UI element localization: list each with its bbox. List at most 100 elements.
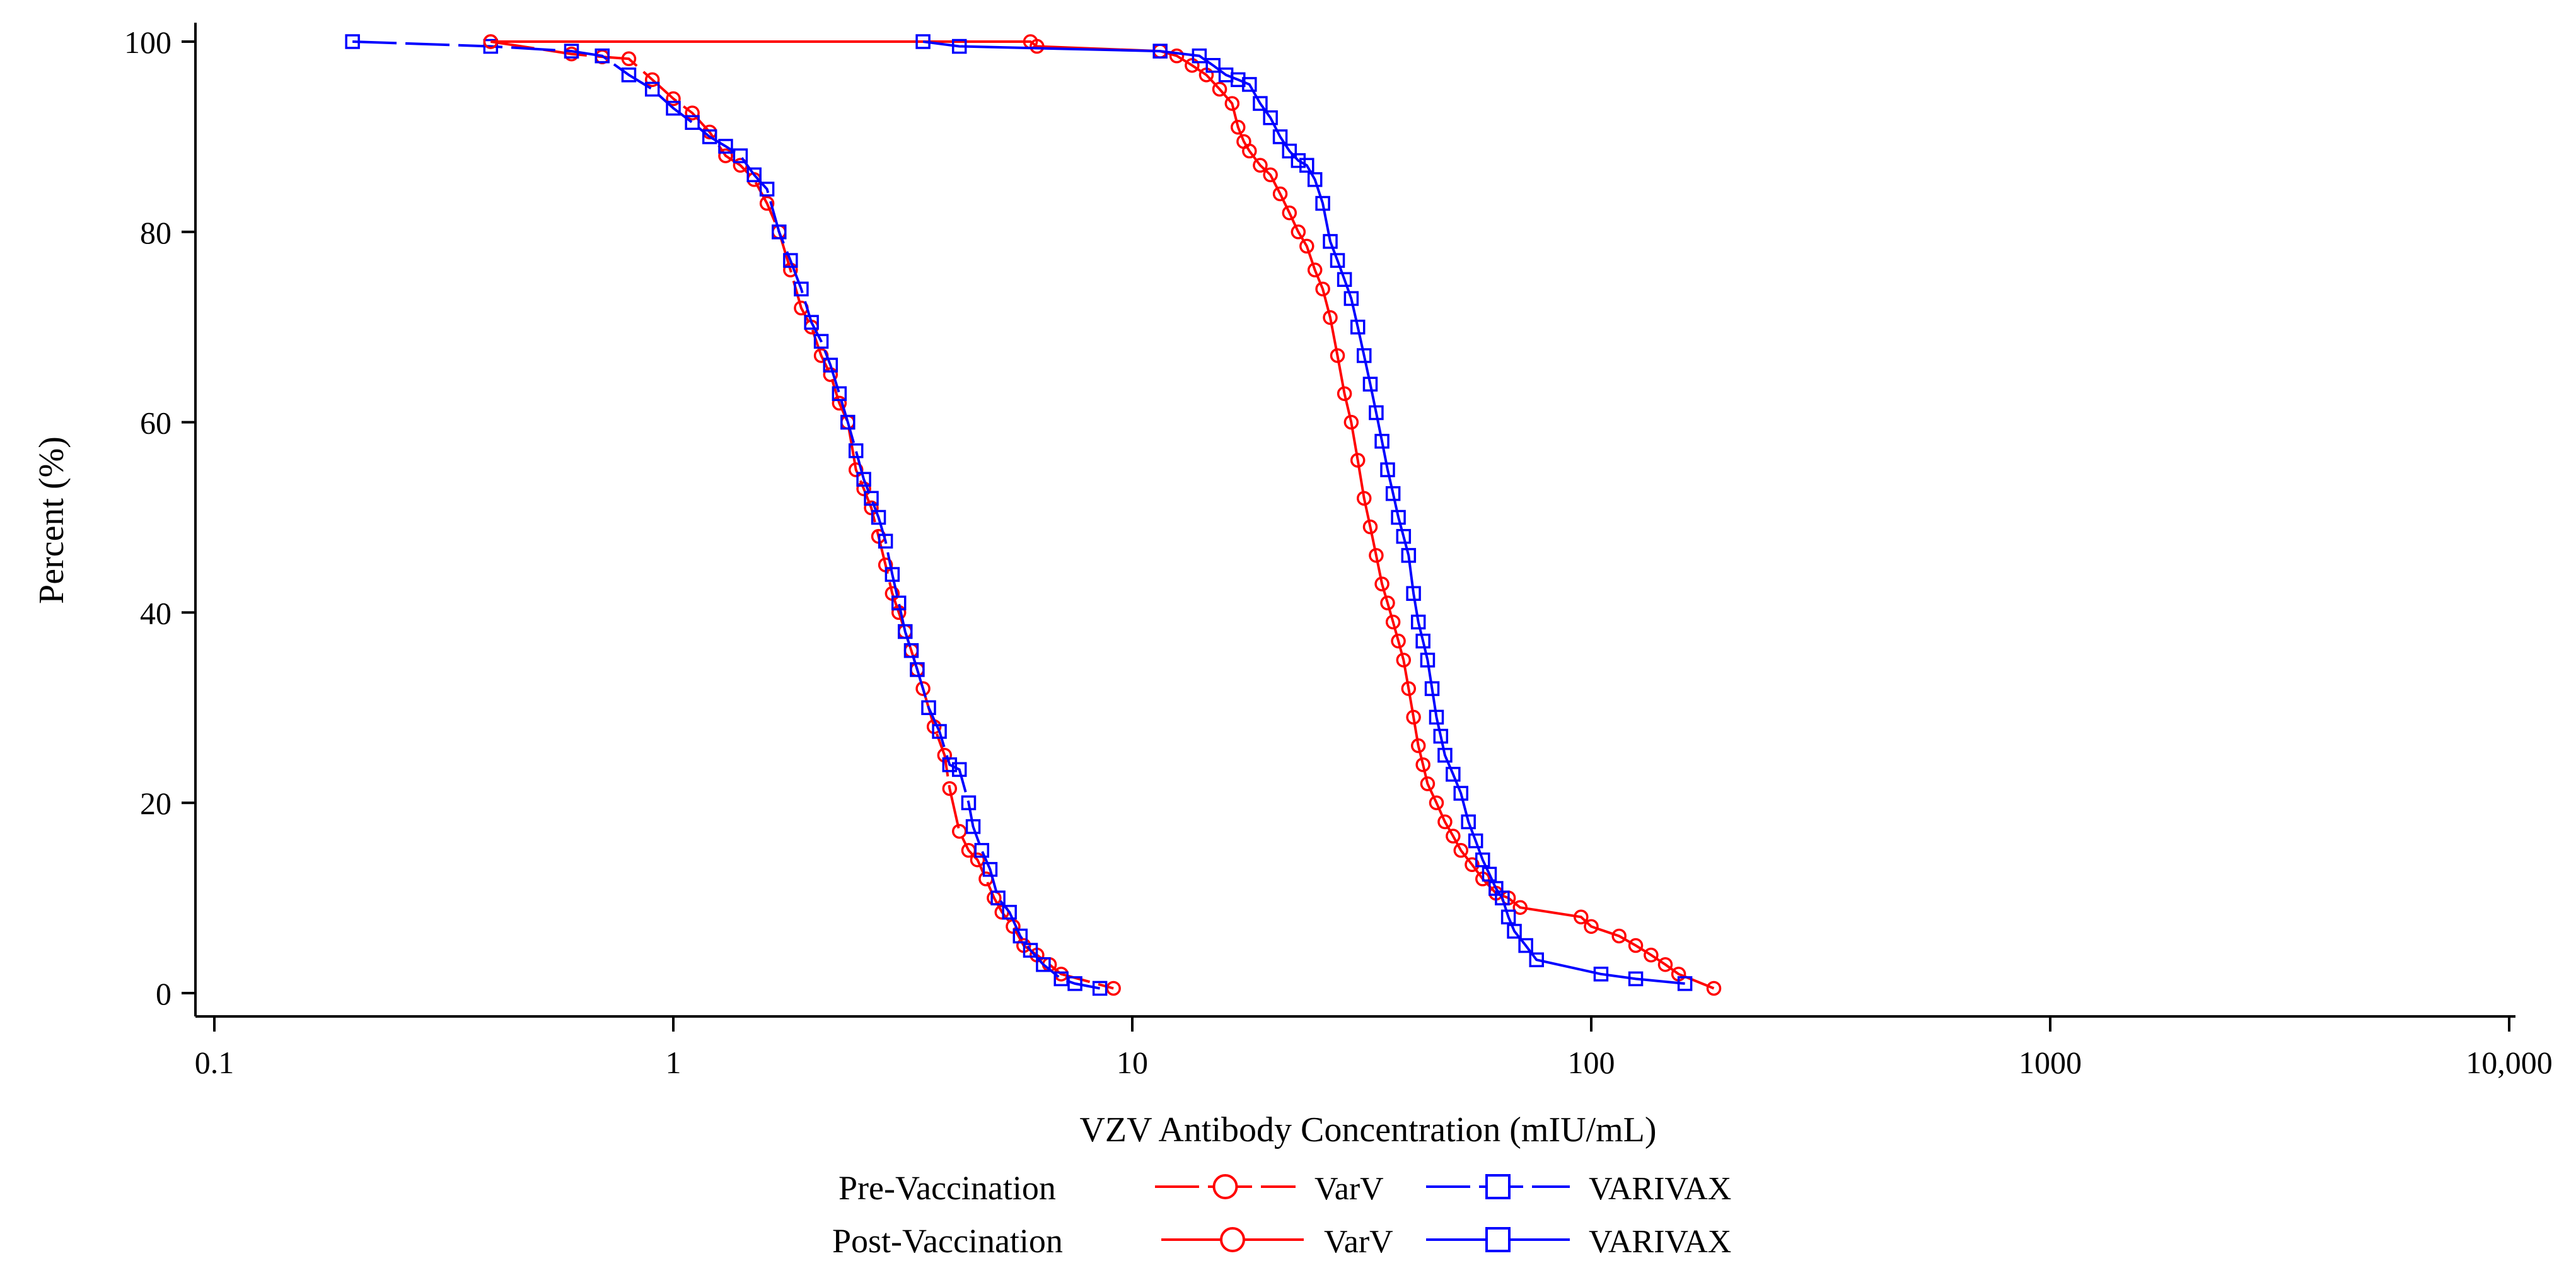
data-point [1253, 158, 1268, 173]
series-post-vaccinationvarivax [915, 34, 1693, 991]
legend-pre-varivax-swatch [1426, 1174, 1570, 1199]
data-point [813, 334, 829, 349]
data-point [1628, 938, 1644, 953]
data-point [1420, 776, 1436, 791]
data-point [878, 533, 893, 549]
data-point [965, 819, 981, 834]
data-point [804, 315, 819, 330]
data-point [1231, 72, 1246, 88]
data-point [856, 472, 871, 487]
y-axis-label: Percent (%) [32, 436, 71, 604]
data-point [937, 748, 953, 763]
data-point [1374, 576, 1390, 591]
data-point [1212, 81, 1227, 97]
data-point [1369, 548, 1384, 563]
data-point [1410, 614, 1426, 630]
data-point [1291, 153, 1306, 168]
data-point [1396, 528, 1412, 544]
axes-layer: 0 20 40 60 80 100 0.1 1 10 100 1000 10,000 [124, 23, 2553, 1080]
y-tick-label: 80 [140, 215, 171, 250]
data-point [1512, 900, 1528, 915]
legend-swatches [1155, 1174, 1570, 1252]
x-tick-label: 0.1 [195, 1045, 235, 1080]
legend-post-varivax-swatch [1426, 1227, 1570, 1252]
data-point [621, 51, 637, 66]
data-point [1053, 971, 1069, 987]
data-point [1263, 167, 1278, 183]
series-post-vaccinationvarv [483, 34, 1722, 996]
data-point [1307, 172, 1323, 187]
data-point [1205, 57, 1221, 73]
data-point [1272, 186, 1288, 202]
data-point [1253, 96, 1268, 111]
data-point [1380, 595, 1395, 611]
data-point [1323, 234, 1338, 249]
y-tick-label: 20 [140, 786, 171, 821]
data-point [1433, 728, 1449, 744]
data-point [345, 34, 360, 49]
data-point [1429, 795, 1444, 810]
data-point [1401, 548, 1417, 563]
data-point [759, 182, 775, 197]
data-point [1437, 814, 1453, 830]
legend-row-pre-label: Pre-Vaccination [838, 1169, 1056, 1207]
data-point [1406, 709, 1421, 725]
data-point [1429, 709, 1444, 725]
data-point [1350, 453, 1366, 468]
data-point [1380, 462, 1395, 477]
data-point [1092, 980, 1108, 996]
data-point [564, 44, 579, 59]
data-point [848, 443, 864, 458]
data-point [1706, 980, 1722, 996]
data-point [1350, 319, 1366, 335]
data-point [483, 34, 499, 49]
data-point [1315, 195, 1330, 211]
data-point [1391, 509, 1406, 525]
data-point [1507, 924, 1522, 939]
data-point [942, 757, 958, 772]
data-point [1410, 738, 1426, 753]
data-point [1192, 48, 1207, 64]
data-point [1415, 757, 1430, 772]
data-point [772, 224, 787, 240]
data-point [1446, 767, 1461, 782]
data-point [990, 890, 1006, 905]
data-point [951, 823, 967, 839]
data-point [1323, 310, 1338, 325]
x-axis-label: VZV Antibody Concentration (mIU/mL) [1079, 1110, 1656, 1149]
data-point [1337, 272, 1352, 287]
data-point [1362, 376, 1378, 392]
data-point [1231, 120, 1246, 135]
series-layer [345, 34, 1722, 996]
data-point [1677, 976, 1693, 991]
data-point [1282, 205, 1297, 221]
legend-row-post-label: Post-Vaccination [832, 1222, 1063, 1260]
legend-pre-varivax-label: VARIVAX [1589, 1171, 1731, 1207]
legend-marker [1485, 1227, 1511, 1252]
data-point [1330, 253, 1345, 268]
data-point [1453, 842, 1469, 858]
series-line [490, 40, 1715, 990]
data-point [942, 781, 958, 796]
data-point [1385, 486, 1401, 501]
data-point [903, 643, 919, 658]
data-point [1343, 414, 1359, 430]
data-point [832, 395, 847, 411]
data-point [1465, 857, 1480, 873]
data-point [974, 842, 990, 858]
x-tick-label: 10,000 [2466, 1045, 2553, 1080]
data-point [1396, 653, 1412, 668]
data-point [1574, 909, 1589, 925]
data-point [1023, 943, 1038, 958]
data-point [1424, 681, 1440, 696]
data-point [1475, 852, 1490, 868]
data-point [666, 100, 681, 116]
data-point [1299, 238, 1314, 254]
data-point [840, 414, 856, 430]
data-point [1611, 928, 1627, 944]
data-point [1242, 143, 1257, 159]
data-point [794, 281, 809, 297]
data-point [1012, 928, 1028, 944]
data-point [1315, 281, 1330, 297]
